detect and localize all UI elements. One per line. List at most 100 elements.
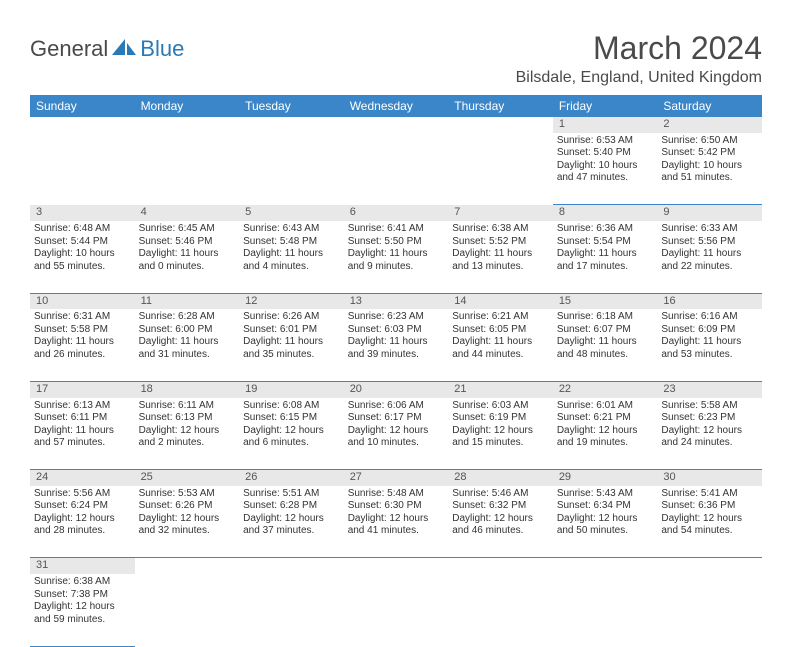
- day-number-cell: [239, 117, 344, 133]
- day2-text: and 41 minutes.: [348, 525, 445, 538]
- day1-text: Daylight: 11 hours: [452, 336, 549, 349]
- sunrise-text: Sunrise: 6:13 AM: [34, 400, 131, 413]
- sunset-text: Sunset: 6:03 PM: [348, 324, 445, 337]
- day-number-cell: 17: [30, 381, 135, 397]
- day-cell: Sunrise: 6:45 AMSunset: 5:46 PMDaylight:…: [135, 221, 240, 293]
- weekday-header: Thursday: [448, 95, 553, 117]
- sunset-text: Sunset: 6:28 PM: [243, 500, 340, 513]
- day-cell: Sunrise: 6:43 AMSunset: 5:48 PMDaylight:…: [239, 221, 344, 293]
- day-content-row: Sunrise: 6:31 AMSunset: 5:58 PMDaylight:…: [30, 309, 762, 381]
- day-cell: Sunrise: 6:50 AMSunset: 5:42 PMDaylight:…: [657, 133, 762, 205]
- day-cell: [448, 133, 553, 205]
- day1-text: Daylight: 11 hours: [243, 248, 340, 261]
- sunrise-text: Sunrise: 5:41 AM: [661, 488, 758, 501]
- day-number-cell: 22: [553, 381, 658, 397]
- sunrise-text: Sunrise: 6:01 AM: [557, 400, 654, 413]
- day1-text: Daylight: 12 hours: [452, 513, 549, 526]
- weekday-header: Saturday: [657, 95, 762, 117]
- brand-part1: General: [30, 36, 108, 62]
- sunset-text: Sunset: 6:34 PM: [557, 500, 654, 513]
- sunrise-text: Sunrise: 5:58 AM: [661, 400, 758, 413]
- day-number-row: 24252627282930: [30, 470, 762, 486]
- day-number-cell: [344, 117, 449, 133]
- sunrise-text: Sunrise: 6:21 AM: [452, 311, 549, 324]
- sunrise-text: Sunrise: 6:11 AM: [139, 400, 236, 413]
- day-number-cell: 9: [657, 205, 762, 221]
- sunset-text: Sunset: 6:05 PM: [452, 324, 549, 337]
- day-number-cell: 24: [30, 470, 135, 486]
- day1-text: Daylight: 11 hours: [34, 425, 131, 438]
- day-number-cell: 18: [135, 381, 240, 397]
- sunset-text: Sunset: 5:40 PM: [557, 147, 654, 160]
- day-number-cell: 4: [135, 205, 240, 221]
- day-content-row: Sunrise: 6:48 AMSunset: 5:44 PMDaylight:…: [30, 221, 762, 293]
- day-number-cell: [553, 558, 658, 574]
- day1-text: Daylight: 12 hours: [661, 425, 758, 438]
- day-content-row: Sunrise: 6:53 AMSunset: 5:40 PMDaylight:…: [30, 133, 762, 205]
- day-cell: Sunrise: 5:51 AMSunset: 6:28 PMDaylight:…: [239, 486, 344, 558]
- day1-text: Daylight: 11 hours: [243, 336, 340, 349]
- day-number-cell: 16: [657, 293, 762, 309]
- day-number-cell: 13: [344, 293, 449, 309]
- day-number-cell: 1: [553, 117, 658, 133]
- day2-text: and 6 minutes.: [243, 437, 340, 450]
- sunrise-text: Sunrise: 6:31 AM: [34, 311, 131, 324]
- day1-text: Daylight: 10 hours: [34, 248, 131, 261]
- sunrise-text: Sunrise: 5:56 AM: [34, 488, 131, 501]
- day-number-cell: [657, 558, 762, 574]
- day2-text: and 10 minutes.: [348, 437, 445, 450]
- day1-text: Daylight: 11 hours: [139, 336, 236, 349]
- day-number-cell: 6: [344, 205, 449, 221]
- day-cell: [30, 133, 135, 205]
- sunset-text: Sunset: 5:44 PM: [34, 236, 131, 249]
- day-number-cell: [344, 558, 449, 574]
- sunset-text: Sunset: 5:52 PM: [452, 236, 549, 249]
- day-number-cell: [448, 558, 553, 574]
- day-number-cell: [239, 558, 344, 574]
- day2-text: and 26 minutes.: [34, 349, 131, 362]
- day-cell: [239, 574, 344, 646]
- day-cell: Sunrise: 6:01 AMSunset: 6:21 PMDaylight:…: [553, 398, 658, 470]
- day-content-row: Sunrise: 6:13 AMSunset: 6:11 PMDaylight:…: [30, 398, 762, 470]
- day2-text: and 53 minutes.: [661, 349, 758, 362]
- day-number-cell: [135, 117, 240, 133]
- sunset-text: Sunset: 5:42 PM: [661, 147, 758, 160]
- day1-text: Daylight: 12 hours: [557, 425, 654, 438]
- day-cell: Sunrise: 6:38 AMSunset: 7:38 PMDaylight:…: [30, 574, 135, 646]
- day-cell: [344, 133, 449, 205]
- day-cell: Sunrise: 6:36 AMSunset: 5:54 PMDaylight:…: [553, 221, 658, 293]
- day-cell: [344, 574, 449, 646]
- day2-text: and 48 minutes.: [557, 349, 654, 362]
- sunset-text: Sunset: 6:11 PM: [34, 412, 131, 425]
- day-number-cell: 31: [30, 558, 135, 574]
- sunset-text: Sunset: 6:24 PM: [34, 500, 131, 513]
- day2-text: and 4 minutes.: [243, 261, 340, 274]
- day2-text: and 9 minutes.: [348, 261, 445, 274]
- brand-logo: General Blue: [30, 36, 184, 62]
- weekday-header-row: Sunday Monday Tuesday Wednesday Thursday…: [30, 95, 762, 117]
- day-number-cell: 5: [239, 205, 344, 221]
- day-content-row: Sunrise: 6:38 AMSunset: 7:38 PMDaylight:…: [30, 574, 762, 646]
- sunrise-text: Sunrise: 6:43 AM: [243, 223, 340, 236]
- day-number-cell: 25: [135, 470, 240, 486]
- sunset-text: Sunset: 6:00 PM: [139, 324, 236, 337]
- weekday-header: Sunday: [30, 95, 135, 117]
- day1-text: Daylight: 11 hours: [452, 248, 549, 261]
- day-cell: Sunrise: 6:28 AMSunset: 6:00 PMDaylight:…: [135, 309, 240, 381]
- sunset-text: Sunset: 6:17 PM: [348, 412, 445, 425]
- sunset-text: Sunset: 6:32 PM: [452, 500, 549, 513]
- day1-text: Daylight: 12 hours: [348, 513, 445, 526]
- sunset-text: Sunset: 6:21 PM: [557, 412, 654, 425]
- day-number-row: 3456789: [30, 205, 762, 221]
- day2-text: and 54 minutes.: [661, 525, 758, 538]
- day-number-cell: [30, 117, 135, 133]
- day2-text: and 19 minutes.: [557, 437, 654, 450]
- day2-text: and 13 minutes.: [452, 261, 549, 274]
- day-number-cell: 11: [135, 293, 240, 309]
- day1-text: Daylight: 12 hours: [557, 513, 654, 526]
- sunrise-text: Sunrise: 6:28 AM: [139, 311, 236, 324]
- brand-sail-icon: [112, 37, 138, 62]
- day1-text: Daylight: 12 hours: [452, 425, 549, 438]
- day-number-cell: 21: [448, 381, 553, 397]
- sunset-text: Sunset: 5:48 PM: [243, 236, 340, 249]
